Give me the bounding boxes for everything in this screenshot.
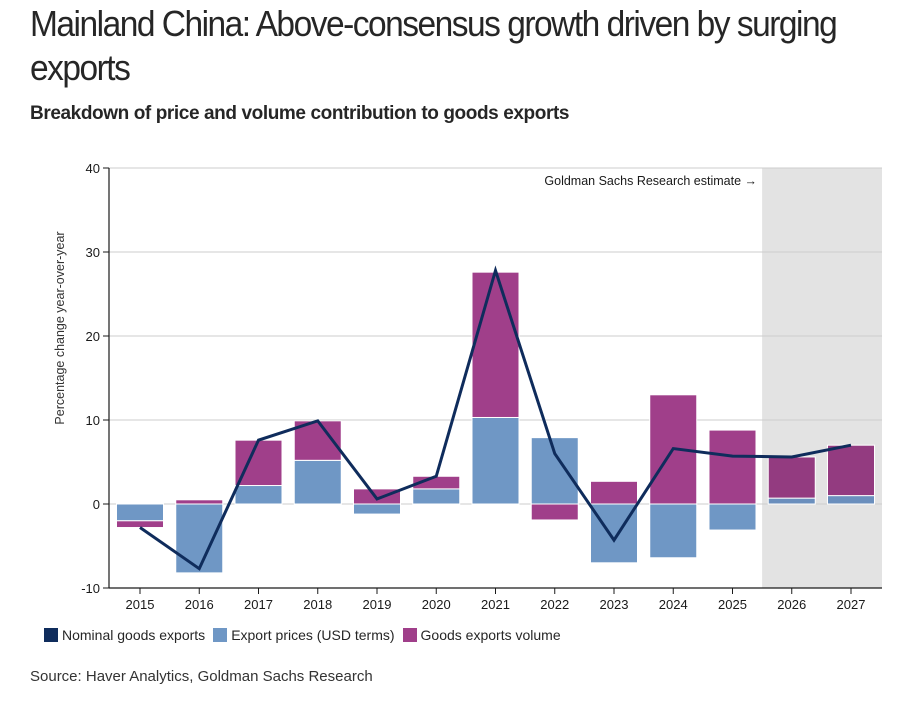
- legend-label-nominal: Nominal goods exports: [62, 627, 206, 643]
- x-tick-label: 2024: [659, 597, 688, 612]
- y-tick-label: 10: [86, 413, 100, 428]
- x-tick-label: 2015: [126, 597, 155, 612]
- bar-export-prices: [649, 503, 698, 559]
- y-tick-label: 20: [86, 329, 100, 344]
- bar-goods-volume: [767, 456, 816, 499]
- x-tick-label: 2020: [422, 597, 451, 612]
- y-tick-label: 30: [86, 245, 100, 260]
- bar-export-prices: [412, 488, 461, 505]
- chart-title: Mainland China: Above-consensus growth d…: [30, 3, 838, 88]
- legend-swatch-nominal: [44, 628, 58, 642]
- bar-export-prices: [116, 503, 164, 522]
- source-note: Source: Haver Analytics, Goldman Sachs R…: [30, 668, 373, 685]
- x-tick-label: 2016: [185, 597, 214, 612]
- legend-item-price: Export prices (USD terms): [213, 627, 395, 643]
- bar-export-prices: [530, 437, 579, 505]
- x-tick-label: 2022: [540, 597, 569, 612]
- bar-export-prices: [293, 459, 342, 505]
- bar-goods-volume: [353, 488, 401, 505]
- legend-label-price: Export prices (USD terms): [231, 627, 395, 643]
- bar-goods-volume: [471, 271, 520, 418]
- bar-goods-volume: [234, 439, 283, 487]
- y-axis-label: Percentage change year-over-year: [53, 231, 67, 424]
- bar-goods-volume: [590, 480, 638, 505]
- legend-swatch-price: [213, 628, 228, 642]
- x-tick-label: 2025: [718, 597, 747, 612]
- chart-subtitle: Breakdown of price and volume contributi…: [30, 103, 570, 124]
- y-tick-label: 40: [86, 161, 100, 176]
- x-tick-label: 2027: [837, 597, 866, 612]
- bar-export-prices: [353, 503, 401, 515]
- x-tick-label: 2026: [777, 597, 806, 612]
- bar-export-prices: [767, 497, 816, 505]
- forecast-shade: [762, 168, 882, 588]
- bar-export-prices: [234, 485, 283, 505]
- bar-goods-volume: [175, 499, 224, 505]
- legend-label-volume: Goods exports volume: [420, 627, 561, 643]
- legend-item-nominal: Nominal goods exports: [44, 627, 205, 643]
- bar-goods-volume: [827, 444, 875, 497]
- x-tick-label: 2019: [363, 597, 392, 612]
- bar-export-prices: [471, 416, 520, 505]
- bar-goods-volume: [116, 520, 164, 529]
- x-tick-label: 2023: [600, 597, 629, 612]
- bar-goods-volume: [708, 429, 757, 505]
- legend: Nominal goods exports Export prices (USD…: [44, 627, 569, 643]
- bar-export-prices: [708, 503, 757, 531]
- bar-export-prices: [827, 495, 875, 505]
- x-tick-label: 2017: [244, 597, 273, 612]
- bar-goods-volume: [530, 503, 579, 521]
- legend-swatch-volume: [402, 628, 417, 642]
- y-tick-label: -10: [81, 581, 100, 596]
- x-tick-label: 2018: [303, 597, 332, 612]
- legend-item-volume: Goods exports volume: [402, 627, 561, 643]
- x-tick-label: 2021: [481, 597, 510, 612]
- bar-export-prices: [175, 503, 224, 574]
- chart-plot: -10 0 10 20 30 40 2015 2016 2017 2018 2019 2020 2021…: [53, 161, 882, 612]
- y-tick-label: 0: [93, 497, 100, 512]
- forecast-annotation: Goldman Sachs Research estimate →: [544, 174, 757, 188]
